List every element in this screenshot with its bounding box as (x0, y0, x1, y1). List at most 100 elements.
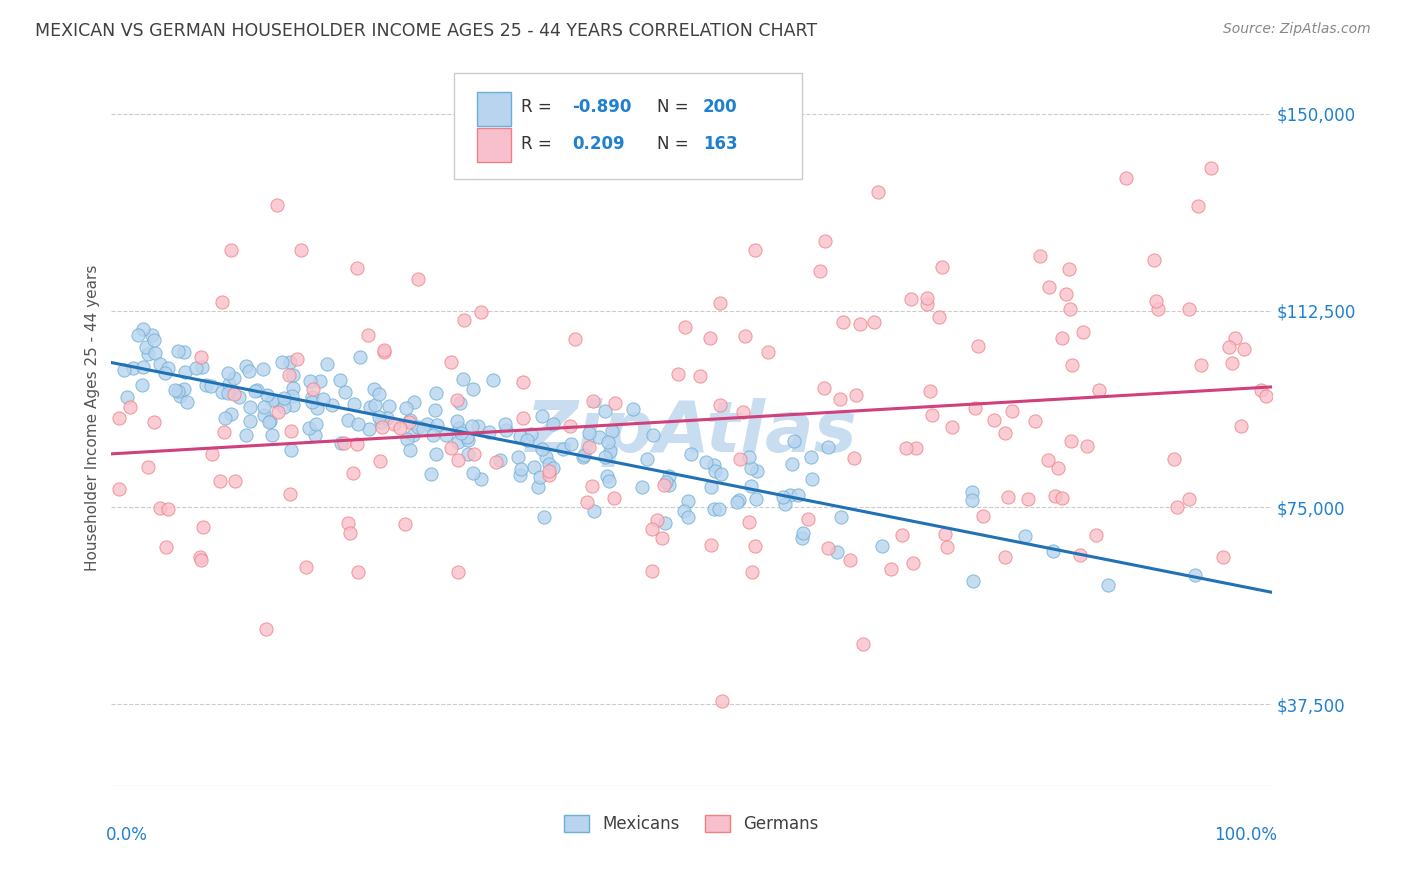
Point (1071, 326, 1094, 340)
Point (238, 364, 260, 378)
Point (195, 378, 218, 392)
Point (1178, 491, 1201, 506)
Point (1043, 489, 1066, 503)
Point (1212, 550, 1234, 565)
Point (588, 430, 610, 444)
Point (478, 425, 501, 439)
Point (235, 427, 257, 442)
Point (461, 419, 484, 434)
Point (239, 414, 262, 428)
Point (115, 390, 138, 404)
Point (343, 397, 366, 411)
Point (191, 360, 214, 375)
Point (305, 401, 328, 415)
Point (190, 553, 212, 567)
Point (173, 382, 195, 396)
Point (166, 384, 188, 398)
Point (346, 437, 368, 451)
Point (342, 466, 364, 480)
Point (711, 694, 734, 708)
Point (707, 502, 730, 516)
Point (516, 433, 538, 447)
Point (541, 417, 564, 431)
Point (298, 374, 321, 388)
Point (779, 488, 801, 502)
FancyBboxPatch shape (477, 92, 510, 126)
Point (214, 410, 236, 425)
Point (1042, 544, 1064, 558)
Point (512, 410, 534, 425)
Point (346, 566, 368, 580)
Point (489, 452, 512, 467)
Point (1050, 331, 1073, 345)
Point (394, 401, 416, 416)
Point (703, 458, 725, 472)
Point (394, 516, 416, 531)
Point (1029, 249, 1052, 263)
Point (915, 291, 938, 305)
Point (370, 420, 392, 434)
Point (281, 368, 304, 382)
Point (278, 487, 301, 501)
Point (965, 401, 987, 415)
Point (208, 474, 231, 488)
Point (1001, 404, 1024, 418)
Point (337, 412, 360, 426)
Point (868, 185, 890, 199)
Point (389, 421, 412, 435)
Point (1144, 293, 1167, 308)
Point (541, 460, 564, 475)
Point (814, 235, 837, 249)
Point (359, 400, 381, 414)
Point (596, 468, 619, 483)
Point (461, 382, 484, 396)
Point (173, 345, 195, 359)
Point (631, 480, 654, 494)
Point (1059, 301, 1081, 316)
Point (709, 296, 731, 310)
Point (315, 357, 337, 371)
Point (651, 532, 673, 546)
Point (447, 453, 470, 467)
Point (905, 441, 928, 455)
Point (1057, 262, 1080, 277)
Point (738, 450, 761, 465)
Point (1187, 199, 1209, 213)
Point (900, 293, 922, 307)
Text: R =: R = (522, 98, 557, 116)
Point (1050, 491, 1073, 506)
Point (709, 398, 731, 412)
Point (828, 392, 851, 406)
Point (176, 395, 198, 409)
Point (457, 447, 479, 461)
Point (710, 467, 733, 481)
Point (267, 404, 290, 418)
Point (155, 541, 177, 555)
Text: MEXICAN VS GERMAN HOUSEHOLDER INCOME AGES 25 - 44 YEARS CORRELATION CHART: MEXICAN VS GERMAN HOUSEHOLDER INCOME AGE… (35, 22, 817, 40)
Point (681, 447, 703, 461)
Point (470, 472, 492, 486)
Point (825, 544, 848, 558)
Point (155, 366, 177, 380)
Point (453, 313, 475, 327)
Point (917, 296, 939, 310)
Point (212, 425, 235, 439)
Point (578, 426, 600, 441)
Point (1062, 358, 1084, 372)
Point (398, 415, 420, 429)
Point (997, 490, 1019, 504)
Point (1115, 170, 1137, 185)
Point (931, 260, 953, 275)
Point (740, 478, 762, 492)
Point (329, 373, 352, 387)
Point (800, 450, 823, 465)
Point (842, 451, 865, 466)
Point (576, 495, 599, 509)
Point (398, 413, 420, 427)
Point (253, 408, 276, 422)
Point (346, 260, 368, 275)
Point (294, 560, 316, 574)
Point (132, 322, 155, 336)
Text: N =: N = (657, 135, 693, 153)
Point (363, 382, 385, 396)
